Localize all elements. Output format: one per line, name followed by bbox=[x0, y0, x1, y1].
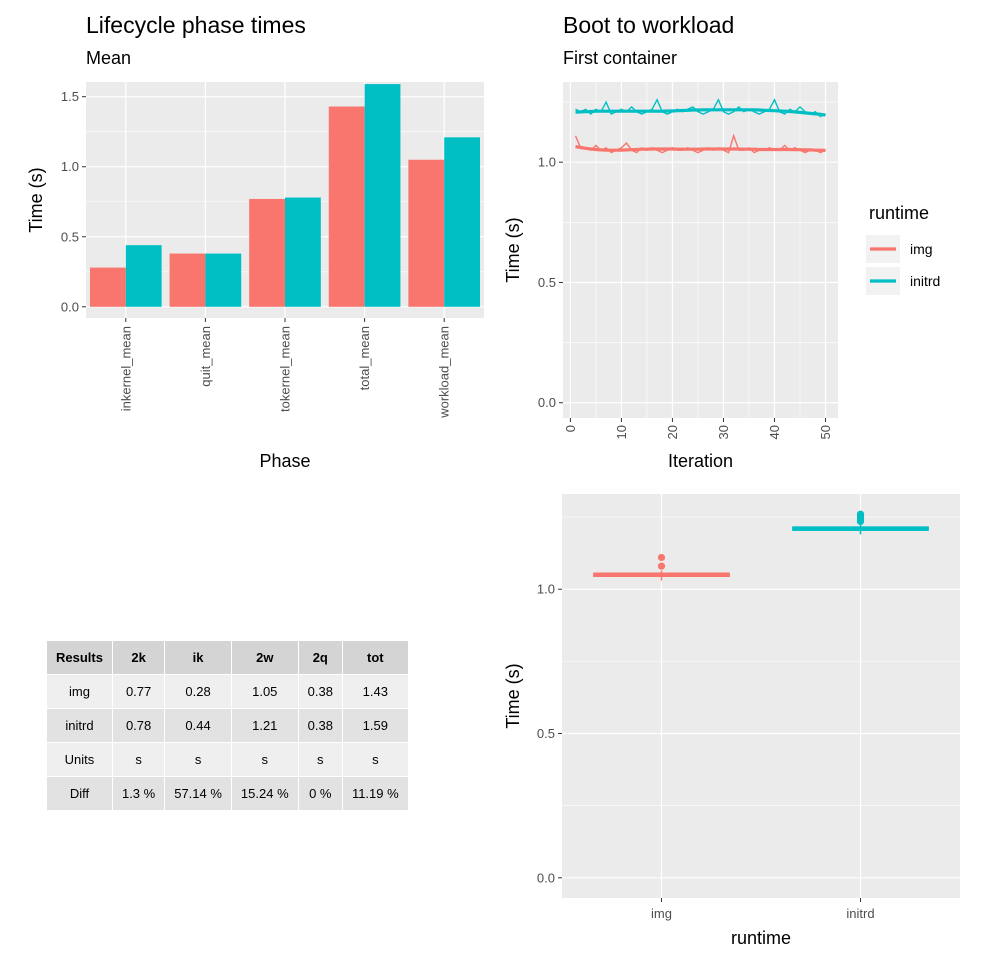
legend-title: runtime bbox=[869, 203, 929, 223]
table-cell: Units bbox=[46, 742, 113, 777]
box-outlier-img bbox=[657, 562, 666, 570]
bar-img bbox=[169, 253, 206, 307]
panel-background bbox=[562, 494, 960, 898]
y-tick-label: 0.5 bbox=[61, 229, 79, 244]
y-axis-title: Time (s) bbox=[503, 217, 523, 282]
trend-line-img bbox=[575, 145, 826, 152]
table-cell: 0.77 bbox=[111, 674, 166, 709]
table-cell: 0.28 bbox=[164, 674, 232, 709]
y-axis-title: Time (s) bbox=[26, 167, 46, 232]
y-tick-label: 0.5 bbox=[537, 726, 555, 741]
y-axis-title: Time (s) bbox=[503, 663, 523, 728]
x-tick-label: initrd bbox=[846, 906, 874, 921]
x-tick-label: total_mean bbox=[357, 326, 372, 390]
trend-line-initrd bbox=[575, 108, 826, 117]
table-cell: 0 % bbox=[297, 776, 343, 811]
table-row: img 0.77 0.28 1.05 0.38 1.43 bbox=[46, 674, 409, 709]
table-row: Units s s s s s bbox=[46, 742, 409, 777]
y-tick-label: 1.0 bbox=[537, 582, 555, 597]
table-cell: 1.05 bbox=[230, 674, 299, 709]
chart-subtitle: Mean bbox=[86, 48, 131, 68]
bar-img bbox=[328, 106, 365, 307]
y-tick-label: 0.0 bbox=[538, 395, 556, 410]
x-axis-title: Phase bbox=[259, 451, 310, 471]
y-tick-label: 1.5 bbox=[61, 89, 79, 104]
table-cell: 0.38 bbox=[297, 708, 343, 743]
x-tick-label: 40 bbox=[767, 425, 782, 439]
table-cell: s bbox=[111, 742, 166, 777]
bar-initrd bbox=[205, 253, 242, 307]
bar-initrd bbox=[125, 245, 162, 307]
table-row: Diff 1.3 % 57.14 % 15.24 % 0 % 11.19 % bbox=[46, 776, 409, 811]
chart-title: Lifecycle phase times bbox=[86, 12, 306, 38]
table-cell: s bbox=[341, 742, 409, 777]
y-tick-label: 0.5 bbox=[538, 275, 556, 290]
box-outlier-img bbox=[657, 553, 666, 562]
box-outlier-initrd bbox=[856, 517, 865, 526]
table-cell: 1.43 bbox=[341, 674, 409, 709]
table-cell: Diff bbox=[46, 776, 113, 811]
bar-img bbox=[249, 198, 285, 307]
table-header: Results bbox=[46, 640, 113, 675]
legend-label: img bbox=[910, 241, 933, 257]
chart-subtitle: First container bbox=[563, 48, 677, 68]
x-tick-label: workload_mean bbox=[437, 326, 452, 419]
table-cell: img bbox=[46, 674, 113, 709]
bar-img bbox=[408, 159, 445, 307]
table-cell: 1.59 bbox=[341, 708, 409, 743]
table-cell: 1.3 % bbox=[111, 776, 166, 811]
x-tick-label: 30 bbox=[716, 425, 731, 439]
x-tick-label: inkernel_mean bbox=[118, 326, 133, 411]
table-header: ik bbox=[164, 640, 232, 675]
bar-initrd bbox=[285, 197, 321, 307]
bar-initrd bbox=[364, 84, 401, 307]
x-tick-label: 0 bbox=[563, 425, 578, 432]
x-tick-label: 20 bbox=[665, 425, 680, 439]
bar-img bbox=[89, 267, 126, 307]
table-cell: s bbox=[230, 742, 299, 777]
y-tick-label: 0.0 bbox=[537, 870, 555, 885]
x-tick-label: tokernel_mean bbox=[278, 326, 293, 412]
table-cell: initrd bbox=[46, 708, 113, 743]
x-tick-label: img bbox=[651, 906, 672, 921]
results-table: Results 2k ik 2w 2q tot img 0.77 0.28 1.… bbox=[46, 640, 409, 811]
table-header: 2q bbox=[297, 640, 343, 675]
table-header-row: Results 2k ik 2w 2q tot bbox=[46, 640, 409, 675]
y-tick-label: 1.0 bbox=[61, 159, 79, 174]
table-cell: 0.78 bbox=[111, 708, 166, 743]
x-tick-label: 50 bbox=[818, 425, 833, 439]
x-tick-label: quit_mean bbox=[198, 326, 213, 387]
x-axis-title: runtime bbox=[731, 928, 791, 948]
table-cell: s bbox=[297, 742, 343, 777]
table-cell: s bbox=[164, 742, 232, 777]
table-cell: 57.14 % bbox=[164, 776, 232, 811]
table-cell: 0.44 bbox=[164, 708, 232, 743]
legend-label: initrd bbox=[910, 273, 940, 289]
table-row: initrd 0.78 0.44 1.21 0.38 1.59 bbox=[46, 708, 409, 743]
x-tick-label: 10 bbox=[614, 425, 629, 439]
table-cell: 0.38 bbox=[297, 674, 343, 709]
x-axis-title: Iteration bbox=[668, 451, 733, 471]
panel-background bbox=[563, 82, 838, 418]
chart-title: Boot to workload bbox=[563, 12, 734, 38]
table-cell: 15.24 % bbox=[230, 776, 299, 811]
bar-initrd bbox=[444, 137, 481, 307]
table-cell: 11.19 % bbox=[341, 776, 409, 811]
table-header: tot bbox=[341, 640, 409, 675]
table-header: 2w bbox=[230, 640, 299, 675]
table-cell: 1.21 bbox=[230, 708, 299, 743]
table-header: 2k bbox=[111, 640, 166, 675]
y-tick-label: 1.0 bbox=[538, 155, 556, 170]
y-tick-label: 0.0 bbox=[61, 299, 79, 314]
